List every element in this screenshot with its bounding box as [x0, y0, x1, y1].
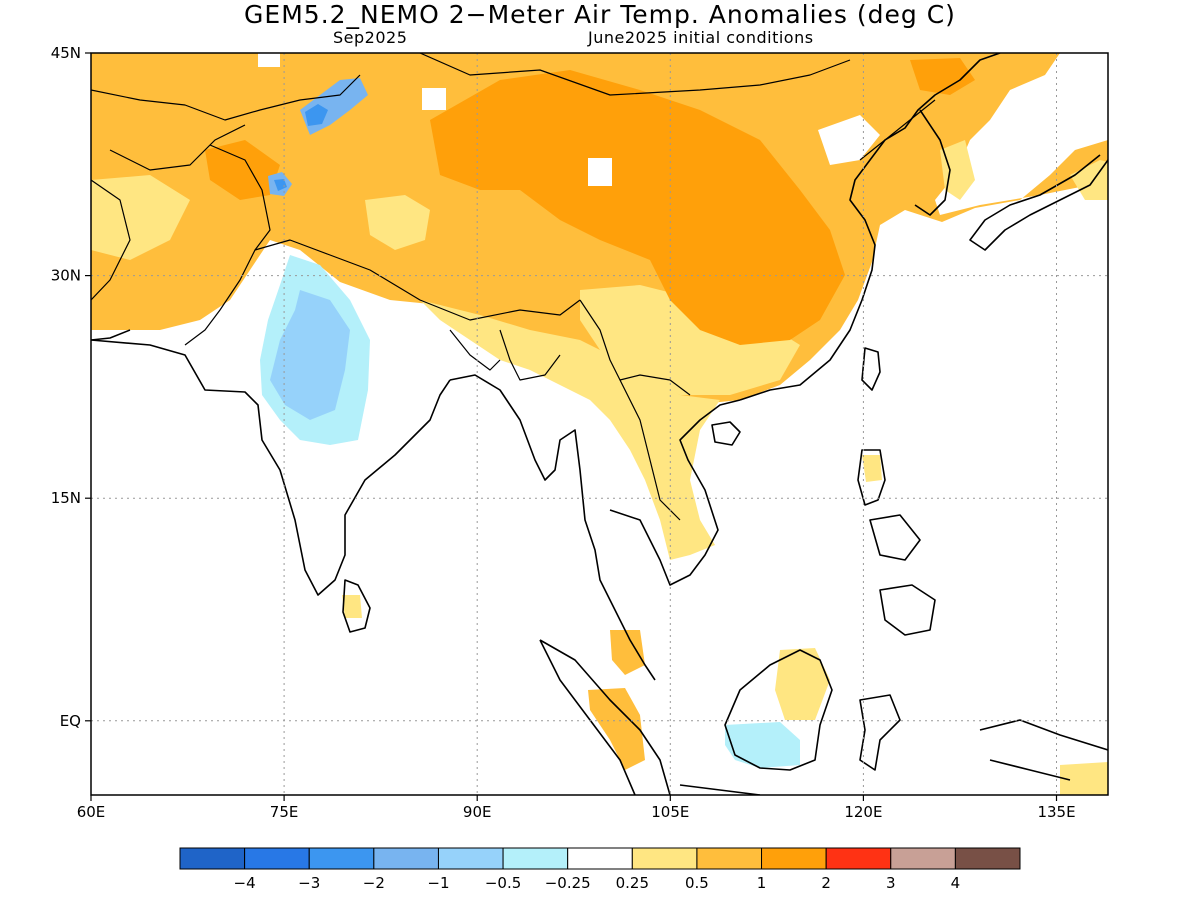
colorbar-label: 4	[951, 874, 961, 892]
coastlines	[91, 53, 1108, 795]
colorbar-label: 0.25	[616, 874, 649, 892]
colorbar-swatch	[502, 847, 569, 870]
lat-tick-label: 15N	[51, 489, 81, 507]
axis-ticks: 60E 75E 90E 105E 120E 135E 45N 30N 15N EQ	[51, 44, 1076, 821]
coastline-myanmar-malaya	[449, 374, 656, 681]
colorbar: −4 −3 −2 −1 −0.5 −0.25 0.25 0.5 1 2 3 4	[179, 847, 1021, 892]
coastline-sumatra	[539, 639, 671, 795]
border-himalaya	[254, 239, 581, 321]
anomaly-region-ne-china-warm	[940, 140, 975, 200]
coastline-south-china	[739, 53, 1001, 401]
colorbar-swatch	[244, 847, 310, 870]
coastline-mindanao	[879, 584, 936, 636]
colorbar-swatch	[179, 847, 246, 870]
border-iran	[91, 179, 131, 301]
colorbar-swatch	[567, 847, 633, 870]
colorbar-label: 1	[757, 874, 767, 892]
coastline-indochina	[609, 399, 741, 586]
coastline-borneo	[724, 649, 833, 771]
country-borders	[91, 53, 936, 521]
anomaly-gap	[422, 88, 446, 110]
anomaly-region-india-core	[270, 290, 350, 420]
lon-tick-label: 90E	[463, 803, 492, 821]
map-title: GEM5.2_NEMO 2−Meter Air Temp. Anomalies …	[244, 0, 956, 29]
anomaly-region-xinjiang-core	[305, 104, 328, 126]
colorbar-swatch	[954, 847, 1021, 870]
colorbar-label: 2	[821, 874, 831, 892]
anomaly-region-borneo-cool	[725, 722, 800, 768]
border-pakistan	[184, 144, 271, 346]
coastline-west	[91, 329, 131, 341]
coastline-java	[679, 784, 761, 795]
anomaly-region-malaya-warm	[610, 630, 645, 675]
coastline-new-guinea	[979, 719, 1108, 781]
coastline-sulawesi	[859, 694, 901, 771]
border-bangladesh	[449, 329, 501, 371]
colorbar-label: 3	[886, 874, 896, 892]
anomaly-region-korea-spot	[910, 58, 975, 95]
colorbar-swatch	[696, 847, 763, 870]
colorbar-swatch	[825, 847, 892, 870]
border-china-nk	[859, 99, 936, 161]
anomaly-region-indochina	[420, 300, 720, 560]
colorbar-swatch	[308, 847, 375, 870]
coastline-visayas	[869, 514, 921, 561]
border-central-asia	[91, 74, 361, 121]
anomaly-region-kashmir-core	[274, 179, 287, 191]
coastline-srilanka	[342, 579, 371, 633]
coastline-hainan	[711, 421, 741, 446]
anomaly-shading	[91, 53, 1108, 795]
anomaly-gap	[588, 158, 612, 186]
lon-tick-label: 60E	[77, 803, 106, 821]
colorbar-label: −4	[234, 874, 256, 892]
anomaly-region-borneo-warm	[775, 648, 830, 720]
lat-tick-label: 45N	[51, 44, 81, 62]
colorbar-label: −1	[427, 874, 449, 892]
lon-tick-label: 120E	[844, 803, 882, 821]
anomaly-region-central-china	[430, 70, 845, 345]
anomaly-region-sumatra-warm	[588, 688, 645, 770]
border-myanmar-india	[499, 329, 561, 381]
colorbar-swatch	[761, 847, 827, 870]
coastline-india	[91, 339, 451, 596]
anomaly-region-png-warm	[1060, 762, 1108, 795]
coastline-korea	[914, 109, 951, 216]
colorbar-label: −0.25	[545, 874, 591, 892]
coastline-taiwan	[861, 347, 881, 391]
graticule	[91, 53, 1108, 795]
anomaly-region-mainland-south	[580, 285, 800, 395]
border-thai-laos	[619, 379, 681, 521]
colorbar-swatch	[437, 847, 504, 870]
lat-tick-label: EQ	[60, 712, 81, 730]
valid-period-label: Sep2025	[333, 28, 408, 47]
lon-tick-label: 135E	[1037, 803, 1075, 821]
anomaly-region-philippines-warm	[862, 455, 882, 482]
anomaly-region-sw-asia	[91, 175, 190, 260]
colorbar-swatch	[373, 847, 439, 870]
colorbar-swatch	[631, 847, 698, 870]
border-mongolia	[419, 53, 851, 96]
plot-frame	[90, 52, 1109, 796]
lon-tick-label: 75E	[270, 803, 299, 821]
anomaly-region-tibet-spot	[365, 195, 430, 250]
coastline-japan	[969, 154, 1108, 251]
anomaly-region-srilanka-warm	[342, 595, 362, 618]
colorbar-label: −0.5	[485, 874, 521, 892]
anomaly-region-himalaya-west	[205, 140, 280, 200]
lon-tick-label: 105E	[651, 803, 689, 821]
colorbar-label: −2	[363, 874, 385, 892]
colorbar-swatch	[890, 847, 956, 870]
colorbar-label: 0.5	[685, 874, 709, 892]
anomaly-gap-coast	[818, 115, 880, 165]
coastline-luzon	[857, 449, 886, 506]
anomaly-gap	[258, 53, 280, 67]
border-afghanistan	[109, 124, 246, 171]
lat-tick-label: 30N	[51, 267, 81, 285]
colorbar-label: −3	[298, 874, 320, 892]
initial-conditions-label: June2025 initial conditions	[588, 28, 814, 47]
